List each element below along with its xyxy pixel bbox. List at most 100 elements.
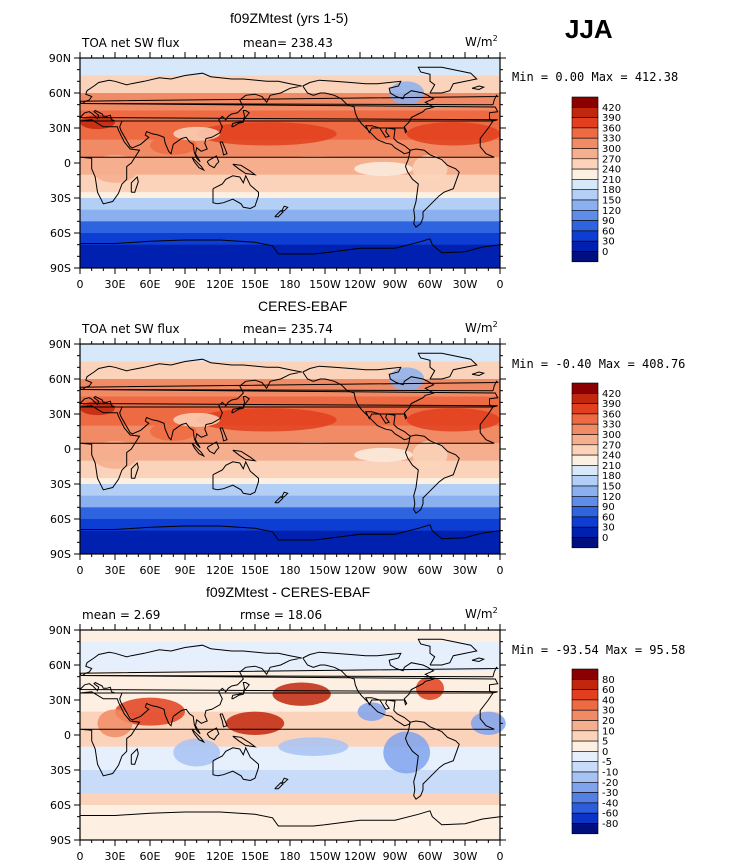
lat-label: 90N (49, 338, 71, 351)
colorbar-box (572, 731, 598, 741)
colorbar-box (572, 414, 598, 424)
lon-label: 60E (140, 564, 161, 576)
zonal-band (80, 245, 500, 251)
lon-label: 150W (309, 278, 341, 290)
colorbar-box (572, 762, 598, 772)
zonal-band (80, 367, 500, 373)
lon-label: 120W (344, 850, 376, 863)
zonal-band (80, 817, 500, 823)
zonal-band (80, 531, 500, 537)
colorbar-box (572, 527, 598, 537)
panel-3-rmse-label: rmse = 18.06 (240, 608, 322, 622)
colorbar-box (572, 721, 598, 731)
colorbar-box (572, 221, 598, 231)
zonal-band (80, 788, 500, 794)
lat-label: 0 (64, 443, 71, 456)
colorbar-box (572, 455, 598, 465)
lon-label: 30W (453, 564, 478, 576)
panel-3-title: f09ZMtest - CERES-EBAF (206, 584, 370, 600)
zonal-band (80, 782, 500, 788)
lat-label: 30S (50, 192, 71, 205)
zonal-band (80, 70, 500, 76)
colorbar-box (572, 669, 598, 679)
lon-label: 0 (497, 564, 504, 576)
panel-1-left-label: TOA net SW flux (82, 36, 180, 50)
lon-label: 30W (453, 850, 478, 863)
zonal-band (80, 432, 500, 438)
zonal-band (80, 256, 500, 262)
lon-label: 60W (418, 564, 443, 576)
zonal-band (80, 111, 500, 117)
zonal-band (80, 362, 500, 368)
zonal-band (80, 496, 500, 502)
lon-label: 150E (241, 564, 269, 576)
lon-label: 90E (175, 850, 196, 863)
lat-label: 60S (50, 227, 71, 240)
lon-label: 90E (175, 278, 196, 290)
lon-label: 90E (175, 564, 196, 576)
colorbar-box (572, 813, 598, 823)
colorbar-box (572, 118, 598, 128)
lon-label: 150E (241, 278, 269, 290)
lon-label: 150E (241, 850, 269, 863)
colorbar-box (572, 179, 598, 189)
lat-label: 60N (49, 373, 71, 386)
zonal-band (80, 484, 500, 490)
colorbar-box (572, 507, 598, 517)
zonal-band (80, 653, 500, 659)
lon-label: 60W (418, 850, 443, 863)
zonal-band (80, 81, 500, 87)
zonal-band (80, 630, 500, 636)
field-patch (92, 441, 139, 469)
lon-label: 0 (77, 564, 84, 576)
field-patch (413, 441, 448, 469)
lat-label: 90S (50, 834, 71, 847)
lat-label: 60N (49, 659, 71, 672)
colorbar-box (572, 138, 598, 148)
lon-label: 0 (497, 278, 504, 290)
colorbar-box (572, 496, 598, 506)
zonal-band (80, 542, 500, 548)
field-patch (413, 155, 448, 183)
field-patch (92, 155, 139, 183)
zonal-band (80, 828, 500, 834)
zonal-band (80, 648, 500, 654)
colorbar-box (572, 538, 598, 548)
lat-label: 30N (49, 122, 71, 135)
colorbar-box (572, 149, 598, 159)
lon-label: 120E (206, 278, 234, 290)
lon-label: 0 (77, 850, 84, 863)
lon-label: 120W (344, 564, 376, 576)
zonal-band (80, 397, 500, 403)
lon-label: 90W (383, 278, 408, 290)
lon-label: 120W (344, 278, 376, 290)
zonal-band (80, 799, 500, 805)
zonal-band (80, 216, 500, 222)
colorbar-box (572, 241, 598, 251)
colorbar-box (572, 803, 598, 813)
colorbar-box (572, 190, 598, 200)
map-field (80, 630, 506, 841)
zonal-band (80, 490, 500, 496)
lon-label: 30E (105, 278, 126, 290)
zonal-band (80, 146, 500, 152)
colorbar-box (572, 710, 598, 720)
lat-label: 0 (64, 729, 71, 742)
zonal-band (80, 344, 500, 350)
colorbar-label: 0 (602, 533, 608, 544)
colorbar-box (572, 435, 598, 445)
colorbar-box (572, 690, 598, 700)
zonal-band (80, 502, 500, 508)
zonal-band (80, 58, 500, 64)
zonal-band (80, 513, 500, 519)
lat-label: 60S (50, 799, 71, 812)
zonal-band (80, 758, 500, 764)
zonal-band (80, 770, 500, 776)
field-patch (383, 732, 430, 774)
colorbar-box (572, 465, 598, 475)
colorbar-box (572, 383, 598, 393)
zonal-band (80, 507, 500, 513)
map-field (80, 344, 500, 555)
panel-2-left-label: TOA net SW flux (82, 322, 180, 336)
